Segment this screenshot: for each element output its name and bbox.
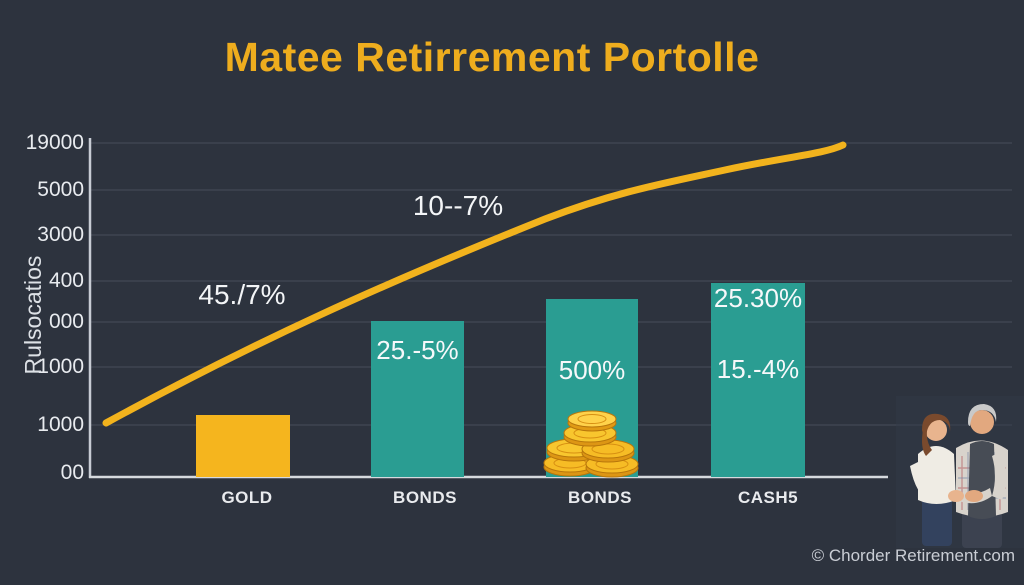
bar-cash: 25.30% 15.-4% — [711, 283, 805, 477]
bar-value-label: 25.30% — [713, 283, 803, 313]
bar-value-label: 15.-4% — [716, 354, 800, 384]
y-tick-label: 1000 — [37, 355, 84, 378]
growth-line — [102, 141, 847, 427]
woman-figure — [910, 413, 956, 546]
bar-gold — [196, 415, 290, 477]
y-tick-label: 1000 — [37, 413, 84, 436]
y-tick-label: 400 — [48, 269, 84, 292]
bar-value-label: 500% — [558, 355, 626, 385]
y-axis-title: Rulsocatios — [20, 255, 46, 375]
gold-percent-label: 45./7% — [198, 279, 286, 310]
y-tick-label: 5000 — [37, 178, 84, 201]
bar-value-label: 25.-5% — [376, 335, 459, 365]
category-label-gold: GOLD — [221, 488, 273, 507]
category-label-bonds-2: BONDS — [568, 488, 632, 507]
category-label-bonds-1: BONDS — [393, 488, 457, 507]
category-label-cash: CASH5 — [737, 488, 799, 507]
copyright-text: © Chorder Retirement.com — [811, 546, 1015, 565]
coins-icon — [543, 410, 639, 478]
bar-bonds-1: 25.-5% — [371, 321, 464, 477]
y-tick-label: 00 — [60, 461, 84, 484]
page-title: Matee Retirrement Portolle — [224, 34, 760, 80]
retired-couple-photo — [896, 396, 1024, 548]
man-figure — [948, 404, 1008, 548]
y-tick-label: 3000 — [37, 223, 84, 246]
line-percent-label: 10--7% — [412, 190, 504, 221]
y-tick-label: 000 — [48, 310, 84, 333]
y-tick-label: 19000 — [25, 131, 84, 154]
